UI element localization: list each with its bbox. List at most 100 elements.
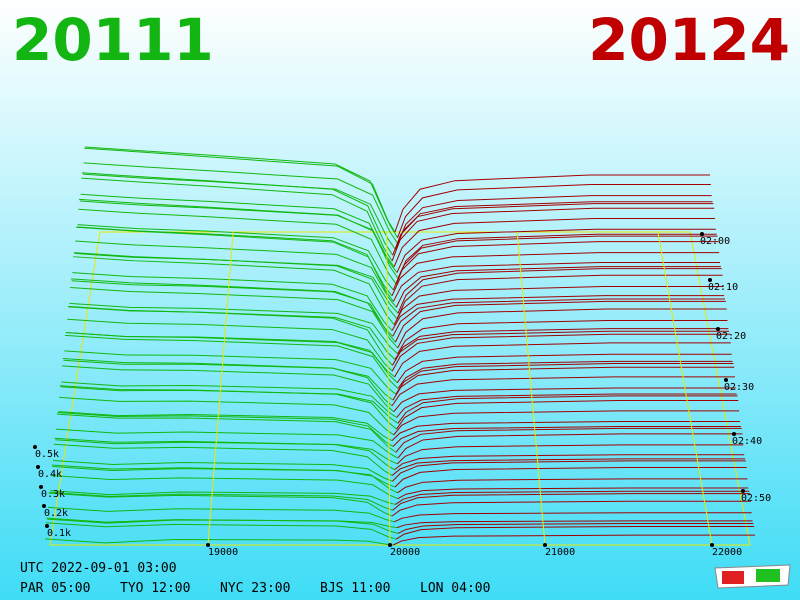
ask-line	[397, 195, 712, 244]
depth-lines	[44, 146, 755, 546]
price-label: 19000	[208, 547, 238, 558]
bid-line	[73, 252, 398, 320]
bid-line	[70, 287, 399, 349]
tick-dot	[45, 524, 49, 528]
bid-line	[82, 172, 394, 256]
bid-line	[73, 256, 395, 326]
price-label: 22000	[712, 547, 742, 558]
tick-dot	[724, 378, 728, 382]
price-label: 20000	[390, 547, 420, 558]
ask-line	[396, 520, 753, 529]
bid-line	[48, 492, 393, 517]
bid-line	[84, 147, 398, 239]
ask-line	[391, 207, 715, 262]
time-label: 02:20	[716, 331, 746, 342]
tick-dot	[388, 543, 392, 547]
ask-line	[395, 300, 726, 343]
tick-dot	[36, 465, 40, 469]
ask-line	[392, 366, 735, 401]
ask-line	[394, 467, 747, 488]
bid-line	[53, 443, 393, 476]
ask-line	[392, 493, 750, 511]
depth-label: 0.4k	[38, 469, 62, 480]
ask-line	[396, 274, 723, 320]
ask-line	[396, 228, 716, 273]
ask-line	[391, 333, 730, 372]
bid-line	[67, 318, 393, 372]
floor-line	[516, 231, 546, 546]
bid-line	[77, 224, 394, 291]
floor-line	[207, 231, 234, 546]
tick-dot	[42, 504, 46, 508]
ask-line	[395, 490, 750, 505]
city-clock: PAR 05:00	[20, 581, 90, 596]
ask-line	[395, 266, 721, 308]
time-label: 02:10	[708, 282, 738, 293]
bid-line	[58, 411, 393, 442]
ask-line	[394, 342, 731, 378]
ask-price: 20124	[588, 6, 790, 74]
bid-line	[64, 334, 399, 389]
ask-line	[392, 298, 725, 337]
ask-line	[391, 420, 740, 442]
ask-line	[392, 460, 746, 482]
city-clock: BJS 11:00	[320, 581, 390, 596]
bid-line	[44, 538, 394, 546]
ask-line	[391, 295, 725, 331]
tick-dot	[206, 543, 210, 547]
bid-line	[49, 491, 393, 511]
bid-line	[65, 332, 398, 384]
bid-line	[67, 305, 393, 366]
bid-line	[60, 386, 399, 424]
bid-line	[45, 522, 397, 540]
city-clock: NYC 23:00	[220, 581, 290, 596]
bid-line	[79, 198, 399, 279]
floor-line	[386, 231, 391, 546]
ask-line	[396, 400, 739, 430]
bid-line	[82, 173, 396, 250]
tick-dot	[543, 543, 547, 547]
axis-labels: 19000 20000 21000 22000 0.5k 0.4k 0.3k 0.2k 0.1k…	[33, 231, 771, 558]
bid-line	[76, 226, 394, 302]
bid-price: 20111	[12, 6, 214, 74]
ask-line	[392, 330, 730, 366]
bid-line	[83, 162, 399, 244]
tick-dot	[39, 485, 43, 489]
ask-line	[393, 410, 740, 436]
depth-label: 0.1k	[47, 528, 71, 539]
ask-line	[392, 241, 719, 291]
ask-line	[391, 458, 745, 476]
ask-line	[397, 395, 738, 424]
ask-line	[397, 233, 717, 279]
tick-dot	[33, 445, 37, 449]
ask-line	[393, 534, 755, 546]
ask-line	[393, 286, 724, 325]
ask-line	[397, 360, 733, 389]
bid-line	[59, 396, 395, 436]
bid-line	[53, 459, 393, 482]
depth-label: 0.5k	[35, 449, 59, 460]
tick-dot	[732, 432, 736, 436]
ask-line	[397, 478, 748, 494]
ask-line	[396, 444, 744, 465]
time-label: 02:50	[741, 493, 771, 504]
utc-time: UTC 2022-09-01 03:00	[20, 561, 177, 576]
bid-line	[50, 490, 396, 505]
depth-label: 0.2k	[44, 508, 68, 519]
ask-line	[392, 262, 720, 302]
depth-label: 0.3k	[41, 489, 65, 500]
bid-line	[47, 506, 395, 523]
ask-line	[397, 319, 728, 354]
bid-line	[56, 428, 399, 459]
tick-dot	[741, 489, 745, 493]
ask-line	[397, 268, 722, 314]
ask-line	[394, 512, 752, 523]
bid-line	[62, 365, 395, 413]
bid-line	[54, 437, 395, 471]
bid-line	[81, 177, 393, 262]
time-label: 02:30	[724, 382, 754, 393]
tick-dot	[708, 278, 712, 282]
ask-line	[397, 433, 743, 459]
bid-line	[56, 413, 397, 453]
